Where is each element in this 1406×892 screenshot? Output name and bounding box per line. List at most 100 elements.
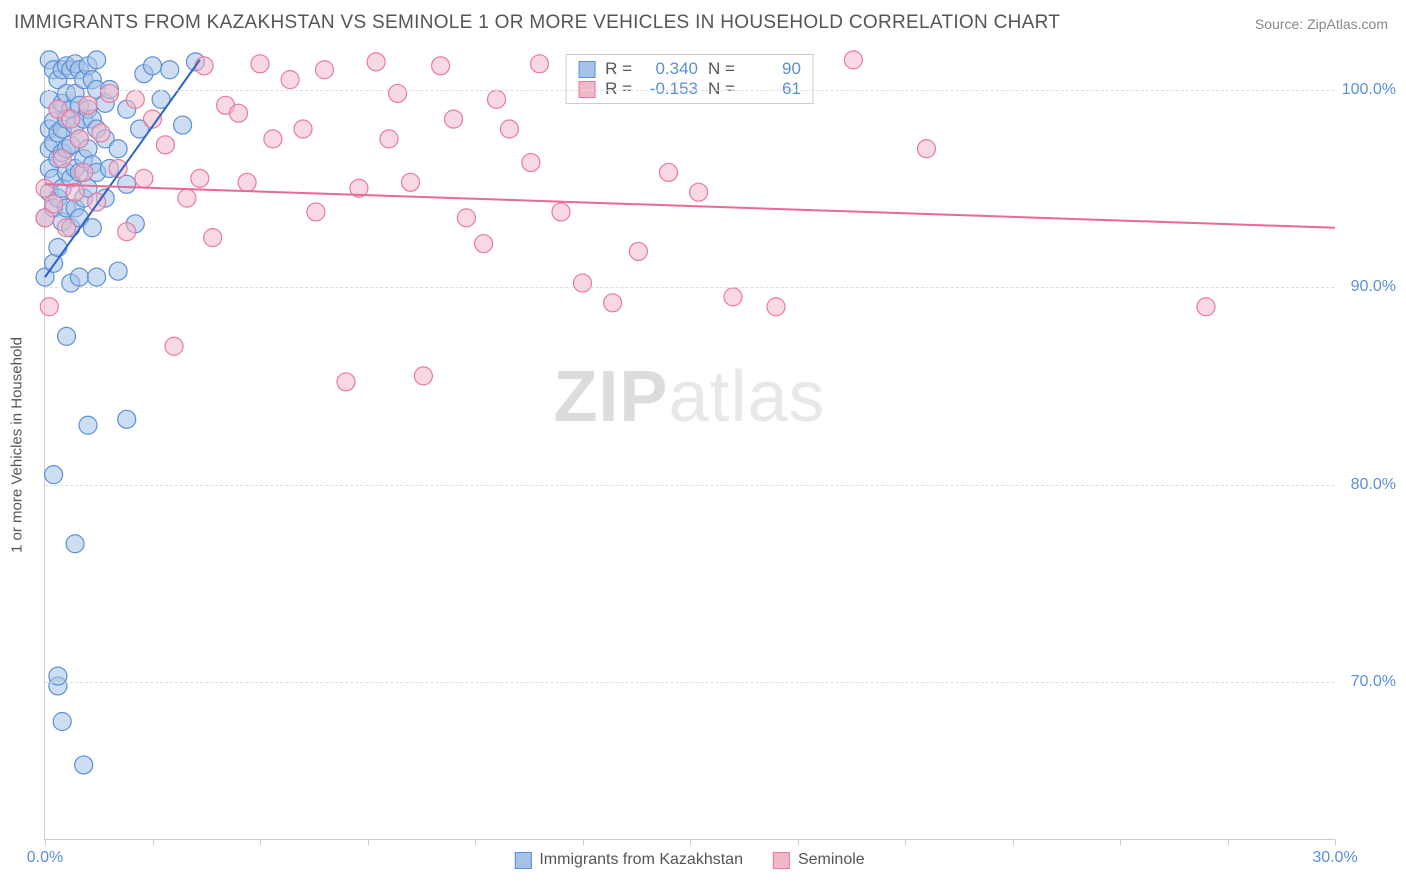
x-tick — [260, 839, 261, 845]
scatter-point — [49, 239, 67, 257]
bottom-legend: Immigrants from Kazakhstan Seminole — [514, 851, 864, 869]
scatter-point — [522, 154, 540, 172]
y-axis-label: 1 or more Vehicles in Household — [9, 337, 26, 553]
x-tick — [153, 839, 154, 845]
scatter-point — [337, 373, 355, 391]
scatter-point — [660, 163, 678, 181]
scatter-point — [316, 61, 334, 79]
scatter-point — [144, 57, 162, 75]
scatter-point — [380, 130, 398, 148]
scatter-point — [432, 57, 450, 75]
scatter-point — [109, 262, 127, 280]
scatter-point — [251, 55, 269, 73]
scatter-point — [767, 298, 785, 316]
x-tick — [798, 839, 799, 845]
legend-label-1: Immigrants from Kazakhstan — [539, 851, 743, 869]
scatter-point — [161, 61, 179, 79]
scatter-point — [58, 327, 76, 345]
scatter-point — [88, 51, 106, 69]
x-tick-label: 30.0% — [1312, 849, 1357, 867]
scatter-point — [844, 51, 862, 69]
x-tick — [1120, 839, 1121, 845]
scatter-point — [604, 294, 622, 312]
scatter-point — [500, 120, 518, 138]
gridline-h — [45, 90, 1334, 91]
scatter-point — [118, 175, 136, 193]
scatter-point — [531, 55, 549, 73]
scatter-point — [88, 268, 106, 286]
scatter-point — [156, 136, 174, 154]
scatter-point — [45, 195, 63, 213]
legend-item-2: Seminole — [773, 851, 865, 869]
scatter-point — [70, 268, 88, 286]
n-label: N = — [708, 59, 735, 79]
scatter-point — [389, 84, 407, 102]
scatter-point — [53, 150, 71, 168]
x-tick — [475, 839, 476, 845]
y-tick-label: 100.0% — [1342, 81, 1396, 99]
legend-item-1: Immigrants from Kazakhstan — [514, 851, 743, 869]
stats-box: R = 0.340 N = 90 R = -0.153 N = 61 — [565, 54, 814, 104]
plot-area: 1 or more Vehicles in Household ZIPatlas… — [44, 50, 1334, 840]
legend-swatch-1 — [514, 852, 531, 869]
scatter-point — [724, 288, 742, 306]
scatter-point — [79, 96, 97, 114]
scatter-point — [165, 337, 183, 355]
scatter-point — [445, 110, 463, 128]
scatter-point — [402, 173, 420, 191]
y-tick-label: 90.0% — [1351, 278, 1396, 296]
x-tick — [583, 839, 584, 845]
scatter-point — [264, 130, 282, 148]
scatter-point — [36, 179, 54, 197]
scatter-point — [79, 416, 97, 434]
chart-svg — [45, 50, 1335, 840]
scatter-point — [475, 235, 493, 253]
scatter-point — [62, 110, 80, 128]
scatter-point — [40, 298, 58, 316]
scatter-point — [118, 410, 136, 428]
r-value-1: 0.340 — [642, 59, 698, 79]
scatter-point — [629, 242, 647, 260]
y-tick-label: 80.0% — [1351, 476, 1396, 494]
x-tick — [1228, 839, 1229, 845]
scatter-point — [109, 140, 127, 158]
scatter-point — [230, 104, 248, 122]
gridline-h — [45, 485, 1334, 486]
source-attribution: Source: ZipAtlas.com — [1255, 16, 1388, 32]
scatter-point — [204, 229, 222, 247]
scatter-point — [414, 367, 432, 385]
x-tick — [1013, 839, 1014, 845]
gridline-h — [45, 287, 1334, 288]
scatter-point — [75, 756, 93, 774]
scatter-point — [307, 203, 325, 221]
scatter-point — [75, 163, 93, 181]
scatter-point — [101, 84, 119, 102]
scatter-point — [574, 274, 592, 292]
x-tick — [690, 839, 691, 845]
n-value-1: 90 — [745, 59, 801, 79]
scatter-point — [281, 71, 299, 89]
x-tick — [368, 839, 369, 845]
scatter-point — [83, 219, 101, 237]
scatter-point — [367, 53, 385, 71]
scatter-point — [92, 124, 110, 142]
stats-row-1: R = 0.340 N = 90 — [578, 59, 801, 79]
scatter-point — [552, 203, 570, 221]
scatter-point — [294, 120, 312, 138]
r-label: R = — [605, 59, 632, 79]
scatter-point — [118, 223, 136, 241]
scatter-point — [135, 169, 153, 187]
gridline-h — [45, 682, 1334, 683]
legend-swatch-2 — [773, 852, 790, 869]
scatter-point — [66, 535, 84, 553]
scatter-point — [238, 173, 256, 191]
swatch-series-1 — [578, 61, 595, 78]
scatter-point — [1197, 298, 1215, 316]
scatter-point — [174, 116, 192, 134]
y-tick-label: 70.0% — [1351, 673, 1396, 691]
scatter-point — [191, 169, 209, 187]
x-tick — [1335, 839, 1336, 845]
legend-label-2: Seminole — [798, 851, 865, 869]
x-tick — [45, 839, 46, 845]
scatter-point — [690, 183, 708, 201]
